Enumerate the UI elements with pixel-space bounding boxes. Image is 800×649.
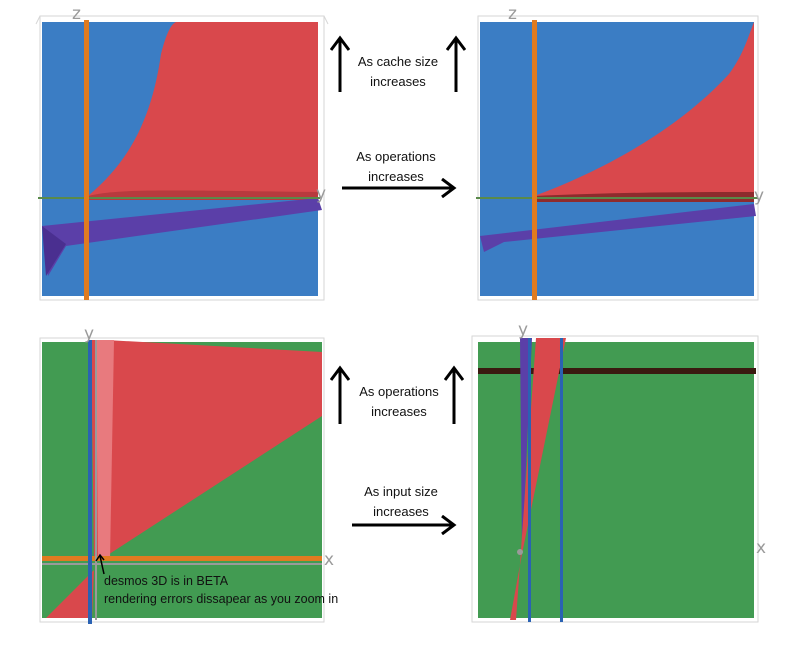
up-arrow-right-bottom bbox=[444, 365, 464, 424]
caption-line-2: increases bbox=[370, 74, 426, 89]
caption-input-size: As input size increases bbox=[349, 482, 453, 522]
axis-label-y: y bbox=[518, 320, 529, 340]
note-pointer-arrow bbox=[95, 553, 105, 575]
red-surface bbox=[510, 338, 566, 620]
panel-top-left: z y bbox=[35, 6, 329, 304]
panel-bottom-right: y x bbox=[470, 322, 766, 626]
red-surface bbox=[91, 340, 322, 560]
surface-plot-top-right bbox=[476, 15, 759, 301]
axis-label-z: z bbox=[72, 4, 81, 24]
caption-line-2: increases bbox=[373, 504, 429, 519]
green-plane bbox=[478, 342, 754, 618]
axis-label-z: z bbox=[508, 4, 517, 24]
dark-band bbox=[478, 368, 756, 374]
right-arrow-top bbox=[342, 178, 457, 198]
caption-line-2: increases bbox=[368, 169, 424, 184]
caption-line-2: increases bbox=[371, 404, 427, 419]
orange-axis bbox=[84, 20, 89, 300]
purple-surface bbox=[42, 198, 322, 276]
red-surface bbox=[88, 22, 318, 196]
caption-operations-top: As operations increases bbox=[344, 147, 448, 187]
surface-plot-bottom-left bbox=[39, 337, 325, 624]
surface-plot-bottom-right bbox=[471, 335, 759, 623]
panel-top-right: z y bbox=[474, 6, 765, 304]
axis-label-y: y bbox=[84, 324, 95, 344]
note-line-2: rendering errors dissapear as you zoom i… bbox=[104, 592, 339, 606]
purple-surface bbox=[480, 204, 756, 252]
surface-plot-top-left bbox=[35, 15, 329, 301]
axis-label-y: y bbox=[754, 186, 765, 206]
axis-label-y: y bbox=[316, 184, 327, 204]
blue-axis bbox=[88, 340, 92, 624]
right-arrow-bottom bbox=[352, 515, 457, 535]
beta-note: desmos 3D is in BETA rendering errors di… bbox=[104, 572, 338, 608]
caption-line-1: As operations bbox=[356, 149, 436, 164]
note-line-1: desmos 3D is in BETA bbox=[104, 574, 229, 588]
up-arrow-right bbox=[446, 35, 466, 92]
orange-axis bbox=[532, 20, 537, 300]
axis-label-x: x bbox=[324, 550, 335, 570]
caption-line-1: As operations bbox=[359, 384, 439, 399]
caption-cache-size: As cache size increases bbox=[348, 52, 448, 92]
red-surface bbox=[534, 22, 754, 196]
caption-line-1: As cache size bbox=[357, 54, 439, 69]
blue-axis bbox=[528, 338, 531, 622]
up-arrow-left-bottom bbox=[330, 365, 350, 424]
orange-axis bbox=[42, 556, 322, 561]
caption-operations-bottom: As operations increases bbox=[347, 382, 451, 422]
axis-label-x: x bbox=[756, 538, 767, 558]
caption-line-1: As input size bbox=[364, 484, 438, 499]
panel-bottom-left: y x bbox=[36, 326, 334, 626]
up-arrow-left bbox=[330, 35, 350, 92]
